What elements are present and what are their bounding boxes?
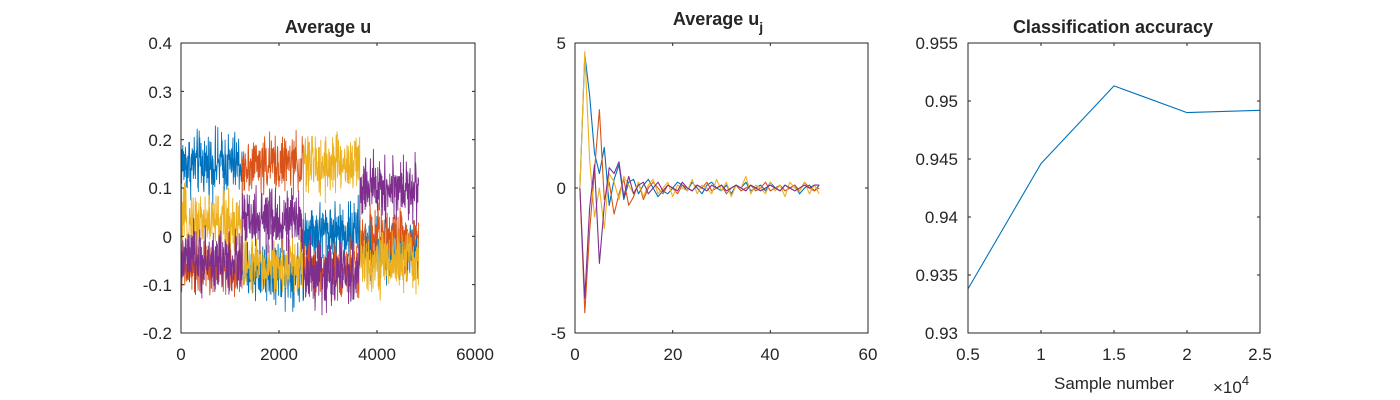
panel3-plot: [967, 85, 1261, 290]
panel2-ytick-label: 0: [557, 179, 566, 198]
panel3-ytick-labels: 0.93 0.935 0.94 0.945 0.95 0.955: [915, 34, 958, 343]
panel-classification-accuracy: Classification accuracy 0.5 1 1.5 2 2.5 …: [915, 17, 1271, 397]
panel1-xtick-label: 6000: [456, 345, 494, 364]
panel1-series-line-4: [180, 148, 420, 316]
panel2-xtick-label: 40: [761, 345, 780, 364]
panel1-ytick-labels: -0.2 -0.1 0 0.1 0.2 0.3 0.4: [143, 34, 172, 343]
panel2-xtick-label: 60: [859, 345, 878, 364]
panel2-tick-marks: [574, 42, 869, 334]
panel2-series-line-4: [579, 161, 820, 299]
panel-average-uj: Average uj 0 20 40 60 -5 0 5: [551, 9, 878, 364]
panel2-ytick-label: 5: [557, 34, 566, 53]
panel3-xtick-label: 2: [1182, 345, 1191, 364]
panel1-tick-marks: [180, 42, 476, 334]
panel3-ytick-label: 0.95: [925, 92, 958, 111]
panel1-ytick-label: 0.3: [148, 83, 172, 102]
panel3-x-exponent-power: 4: [1242, 373, 1249, 388]
panel2-axes-box: [574, 42, 869, 334]
panel1-title: Average u: [285, 17, 371, 37]
panel2-series-line-2: [579, 109, 820, 314]
panel2-title-main: Average u: [673, 9, 759, 29]
panel1-ytick-label: 0: [163, 228, 172, 247]
panel3-xtick-label: 2.5: [1248, 345, 1272, 364]
panel3-ytick-label: 0.945: [915, 150, 958, 169]
panel3-x-exponent: ×104: [1213, 373, 1249, 397]
panel2-series-line-1: [579, 54, 820, 206]
panel1-xtick-label: 4000: [358, 345, 396, 364]
panel3-xtick-label: 1.5: [1102, 345, 1126, 364]
panel2-series-line-3: [579, 51, 820, 230]
panel1-plot: [180, 125, 420, 316]
panel1-xtick-labels: 0 2000 4000 6000: [176, 345, 494, 364]
panel2-xtick-label: 0: [570, 345, 579, 364]
panel1-ytick-label: 0.4: [148, 34, 172, 53]
panel3-xtick-label: 0.5: [956, 345, 980, 364]
panel1-axes-box: [180, 42, 476, 334]
panel3-ytick-label: 0.935: [915, 266, 958, 285]
panel2-xtick-label: 20: [664, 345, 683, 364]
panel1-xtick-label: 2000: [260, 345, 298, 364]
panel1-ytick-label: 0.2: [148, 131, 172, 150]
panel2-title: Average uj: [673, 9, 763, 35]
panel-average-u: Average u 0 2000 4000 6000 -0.2 -0.1 0 0…: [143, 17, 494, 364]
panel1-ytick-label: -0.2: [143, 324, 172, 343]
panel3-x-exponent-base: ×10: [1213, 378, 1242, 397]
panel1-ytick-label: 0.1: [148, 179, 172, 198]
panel2-ytick-labels: -5 0 5: [551, 34, 566, 343]
panel3-ytick-label: 0.955: [915, 34, 958, 53]
panel3-xlabel: Sample number: [1054, 374, 1174, 393]
panel3-title: Classification accuracy: [1013, 17, 1213, 37]
panel2-ytick-label: -5: [551, 324, 566, 343]
panel2-title-subscript: j: [758, 19, 763, 35]
panel2-xtick-labels: 0 20 40 60: [570, 345, 877, 364]
panel3-tick-marks: [967, 42, 1261, 334]
panel3-xtick-labels: 0.5 1 1.5 2 2.5: [956, 345, 1272, 364]
panel2-plot: [579, 51, 820, 314]
panel3-series-line-1: [967, 85, 1261, 290]
panel3-ytick-label: 0.94: [925, 208, 958, 227]
panel3-xtick-label: 1: [1036, 345, 1045, 364]
panel3-ytick-label: 0.93: [925, 324, 958, 343]
panel1-ytick-label: -0.1: [143, 276, 172, 295]
panel1-xtick-label: 0: [176, 345, 185, 364]
